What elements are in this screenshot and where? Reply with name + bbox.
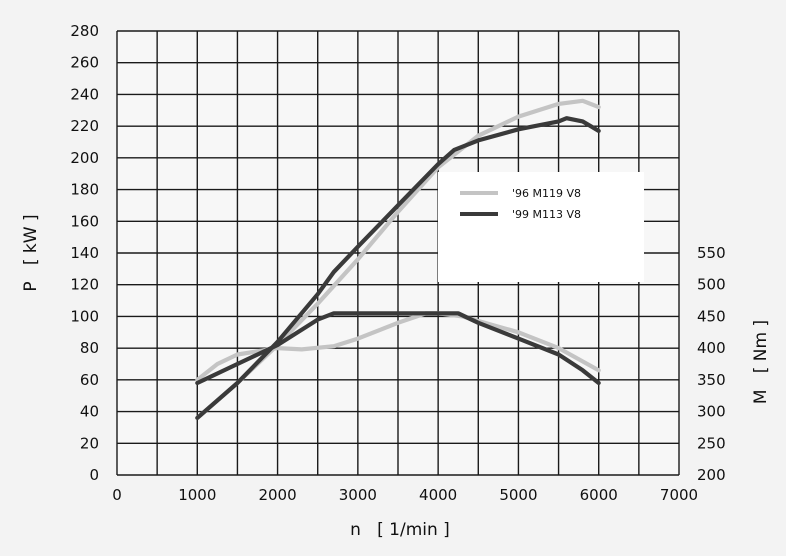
y-tick-label-right: 550 bbox=[697, 244, 726, 262]
y-tick-label-left: 80 bbox=[80, 339, 99, 357]
legend-box bbox=[438, 172, 644, 282]
y-tick-label-right: 200 bbox=[697, 466, 726, 484]
y-tick-label-left: 200 bbox=[70, 149, 99, 167]
y-tick-label-left: 60 bbox=[80, 371, 99, 389]
x-axis-title: n [ 1/min ] bbox=[350, 520, 450, 540]
y-tick-label-right: 400 bbox=[697, 339, 726, 357]
x-tick-label: 1000 bbox=[178, 486, 216, 504]
m119-torque-curve bbox=[195, 311, 601, 382]
y-tick-label-left: 140 bbox=[70, 244, 99, 262]
x-tick-label: 3000 bbox=[339, 486, 377, 504]
y-tick-label-left: 40 bbox=[80, 403, 99, 421]
y-tick-label-left: 180 bbox=[70, 181, 99, 199]
legend-label-m119: '96 M119 V8 bbox=[512, 187, 581, 200]
legend: '96 M119 V8 '99 M113 V8 bbox=[438, 172, 644, 282]
y-tick-label-right: 450 bbox=[697, 307, 726, 325]
m113-power-curve bbox=[195, 116, 601, 420]
y-tick-label-left: 0 bbox=[89, 466, 99, 484]
x-tick-label: 4000 bbox=[419, 486, 457, 504]
y-tick-label-left: 160 bbox=[70, 212, 99, 230]
y-tick-label-left: 220 bbox=[70, 117, 99, 135]
x-tick-label: 0 bbox=[112, 486, 122, 504]
y-tick-label-left: 20 bbox=[80, 434, 99, 452]
y-tick-label-right: 250 bbox=[697, 434, 726, 452]
y-tick-label-right: 350 bbox=[697, 371, 726, 389]
y-axis-title-right: M [ Nm ] bbox=[751, 320, 771, 404]
x-tick-label: 2000 bbox=[258, 486, 296, 504]
x-tick-label: 6000 bbox=[580, 486, 618, 504]
curves bbox=[195, 98, 601, 420]
x-tick-label: 5000 bbox=[499, 486, 537, 504]
y-tick-label-left: 240 bbox=[70, 85, 99, 103]
y-axis-title-left: P [ kW ] bbox=[21, 214, 41, 291]
y-tick-label-right: 300 bbox=[697, 403, 726, 421]
y-tick-label-right: 500 bbox=[697, 276, 726, 294]
y-tick-label-left: 100 bbox=[70, 307, 99, 325]
y-tick-label-left: 120 bbox=[70, 276, 99, 294]
x-tick-label: 7000 bbox=[660, 486, 698, 504]
y-tick-label-left: 260 bbox=[70, 54, 99, 72]
m113-torque-curve bbox=[195, 311, 601, 386]
y-tick-label-left: 280 bbox=[70, 22, 99, 40]
legend-label-m113: '99 M113 V8 bbox=[512, 208, 581, 221]
tick-labels: 0 1000 2000 3000 4000 5000 6000 7000 0 20 40 60 80 10… bbox=[70, 22, 725, 504]
